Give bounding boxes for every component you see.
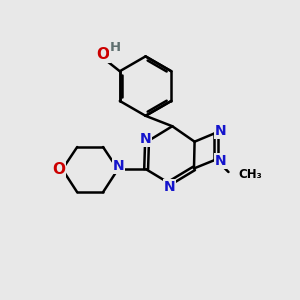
Text: N: N [140, 132, 152, 146]
Text: O: O [52, 162, 65, 177]
Text: CH₃: CH₃ [238, 168, 262, 181]
Text: N: N [164, 180, 175, 194]
Text: O: O [97, 47, 110, 62]
Text: N: N [214, 154, 226, 168]
Text: H: H [110, 41, 121, 54]
Text: N: N [214, 124, 226, 138]
Text: N: N [113, 159, 124, 173]
